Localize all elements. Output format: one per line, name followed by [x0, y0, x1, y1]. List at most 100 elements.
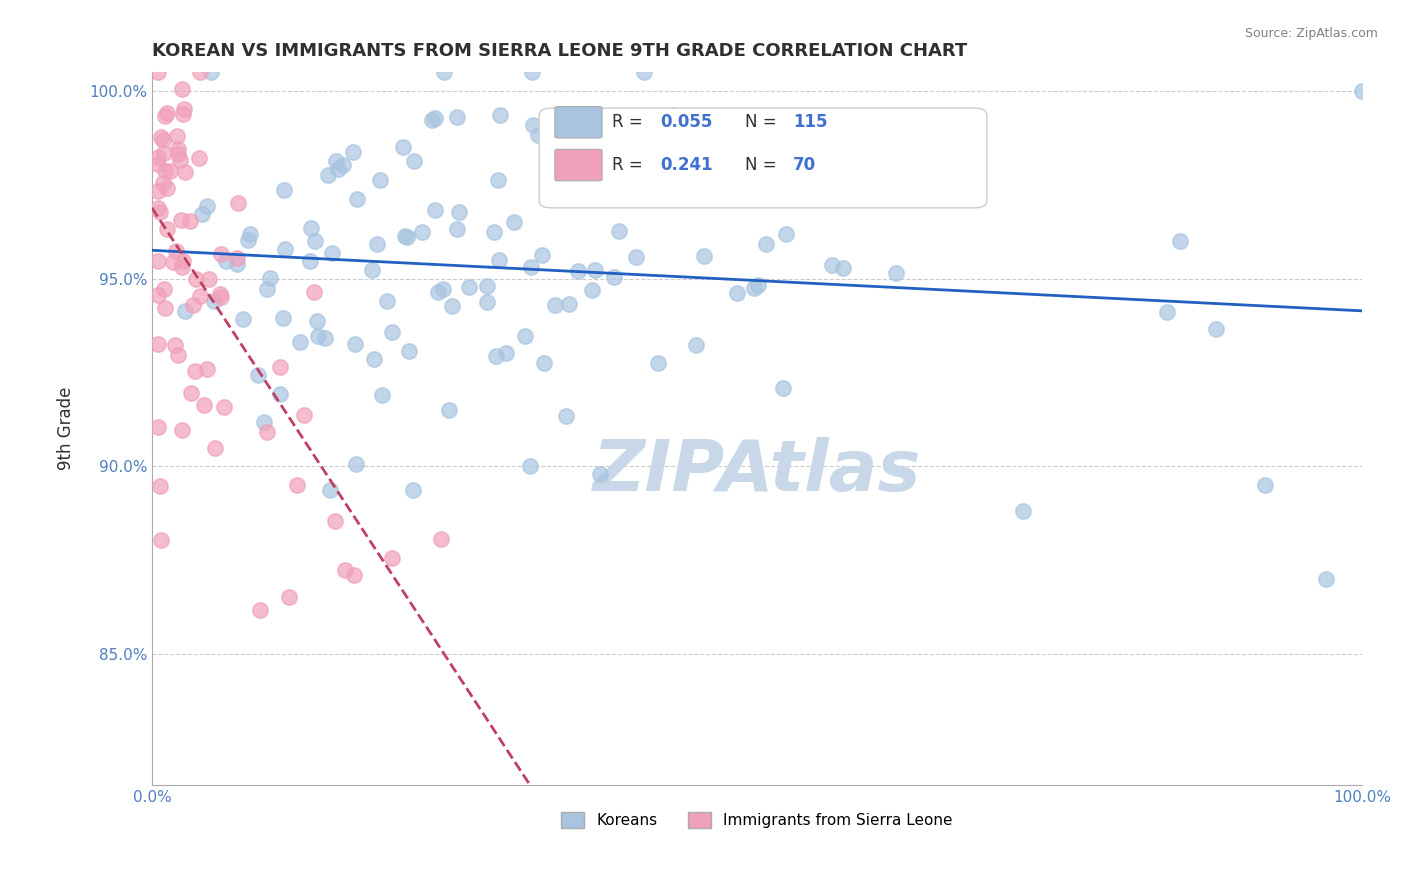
Koreans: [602, 270, 624, 285]
Koreans: [520, 65, 543, 79]
Koreans: [502, 215, 524, 229]
Koreans: [343, 337, 366, 351]
Koreans: [402, 154, 425, 169]
Immigrants from Sierra Leone: [146, 337, 169, 351]
Immigrants from Sierra Leone: [180, 386, 202, 401]
Koreans: [936, 170, 959, 185]
Immigrants from Sierra Leone: [335, 562, 357, 576]
Koreans: [426, 285, 449, 299]
Immigrants from Sierra Leone: [149, 533, 172, 547]
Koreans: [693, 249, 716, 263]
Immigrants from Sierra Leone: [146, 184, 169, 198]
Immigrants from Sierra Leone: [170, 260, 193, 275]
Immigrants from Sierra Leone: [256, 425, 278, 440]
Koreans: [596, 161, 619, 175]
Immigrants from Sierra Leone: [343, 568, 366, 582]
Koreans: [321, 245, 343, 260]
Immigrants from Sierra Leone: [156, 181, 179, 195]
Koreans: [643, 147, 665, 161]
Immigrants from Sierra Leone: [170, 423, 193, 437]
Koreans: [744, 281, 766, 295]
Koreans: [484, 225, 506, 239]
Immigrants from Sierra Leone: [172, 254, 194, 268]
Koreans: [363, 352, 385, 367]
Text: N =: N =: [745, 156, 782, 174]
Koreans: [832, 261, 855, 276]
Koreans: [747, 278, 769, 293]
Koreans: [1205, 322, 1227, 336]
Koreans: [346, 192, 368, 206]
Koreans: [1315, 572, 1337, 586]
Text: Source: ZipAtlas.com: Source: ZipAtlas.com: [1244, 27, 1378, 40]
Koreans: [299, 221, 322, 235]
Immigrants from Sierra Leone: [172, 81, 194, 95]
Koreans: [236, 233, 259, 247]
Koreans: [1156, 305, 1178, 319]
Text: 0.241: 0.241: [661, 156, 713, 174]
Immigrants from Sierra Leone: [226, 251, 249, 265]
Koreans: [319, 483, 342, 497]
Koreans: [253, 415, 276, 429]
Text: R =: R =: [612, 156, 648, 174]
Koreans: [567, 264, 589, 278]
Koreans: [624, 250, 647, 264]
Y-axis label: 9th Grade: 9th Grade: [58, 387, 75, 470]
Koreans: [425, 202, 447, 217]
Koreans: [380, 326, 402, 340]
Koreans: [325, 153, 347, 168]
Immigrants from Sierra Leone: [166, 348, 188, 362]
Koreans: [522, 118, 544, 132]
Koreans: [239, 227, 262, 241]
Immigrants from Sierra Leone: [188, 289, 211, 303]
Koreans: [432, 282, 454, 296]
Koreans: [342, 145, 364, 159]
Koreans: [585, 263, 607, 277]
Immigrants from Sierra Leone: [155, 164, 177, 178]
Koreans: [1170, 234, 1192, 248]
Koreans: [475, 294, 498, 309]
Koreans: [520, 260, 543, 274]
Immigrants from Sierra Leone: [148, 254, 170, 268]
Immigrants from Sierra Leone: [193, 398, 215, 412]
Koreans: [554, 409, 576, 423]
Koreans: [232, 311, 254, 326]
Koreans: [269, 387, 291, 401]
FancyBboxPatch shape: [555, 107, 602, 138]
Text: 115: 115: [793, 113, 828, 131]
Text: ZIPAtlas: ZIPAtlas: [593, 437, 921, 506]
Immigrants from Sierra Leone: [285, 478, 308, 492]
Koreans: [392, 140, 415, 154]
Immigrants from Sierra Leone: [226, 195, 249, 210]
Koreans: [449, 204, 471, 219]
Koreans: [1012, 504, 1035, 518]
Koreans: [274, 242, 297, 256]
Text: 70: 70: [793, 156, 817, 174]
Koreans: [304, 234, 326, 248]
Immigrants from Sierra Leone: [153, 301, 176, 315]
Immigrants from Sierra Leone: [153, 109, 176, 123]
Immigrants from Sierra Leone: [211, 247, 233, 261]
Immigrants from Sierra Leone: [152, 176, 174, 190]
Koreans: [332, 158, 354, 172]
FancyBboxPatch shape: [555, 149, 602, 181]
Koreans: [366, 237, 388, 252]
Immigrants from Sierra Leone: [149, 205, 172, 219]
Koreans: [727, 157, 749, 171]
Koreans: [398, 344, 420, 359]
Immigrants from Sierra Leone: [172, 107, 194, 121]
Immigrants from Sierra Leone: [212, 400, 235, 414]
Immigrants from Sierra Leone: [208, 286, 231, 301]
Koreans: [446, 110, 468, 124]
Koreans: [531, 247, 554, 261]
Koreans: [581, 283, 603, 297]
Koreans: [191, 207, 214, 221]
Koreans: [202, 294, 225, 309]
Koreans: [411, 225, 433, 239]
Koreans: [344, 457, 367, 471]
Immigrants from Sierra Leone: [174, 165, 197, 179]
Text: N =: N =: [745, 113, 782, 131]
Immigrants from Sierra Leone: [165, 244, 187, 258]
Koreans: [214, 254, 236, 268]
Immigrants from Sierra Leone: [204, 441, 226, 455]
Koreans: [368, 173, 391, 187]
